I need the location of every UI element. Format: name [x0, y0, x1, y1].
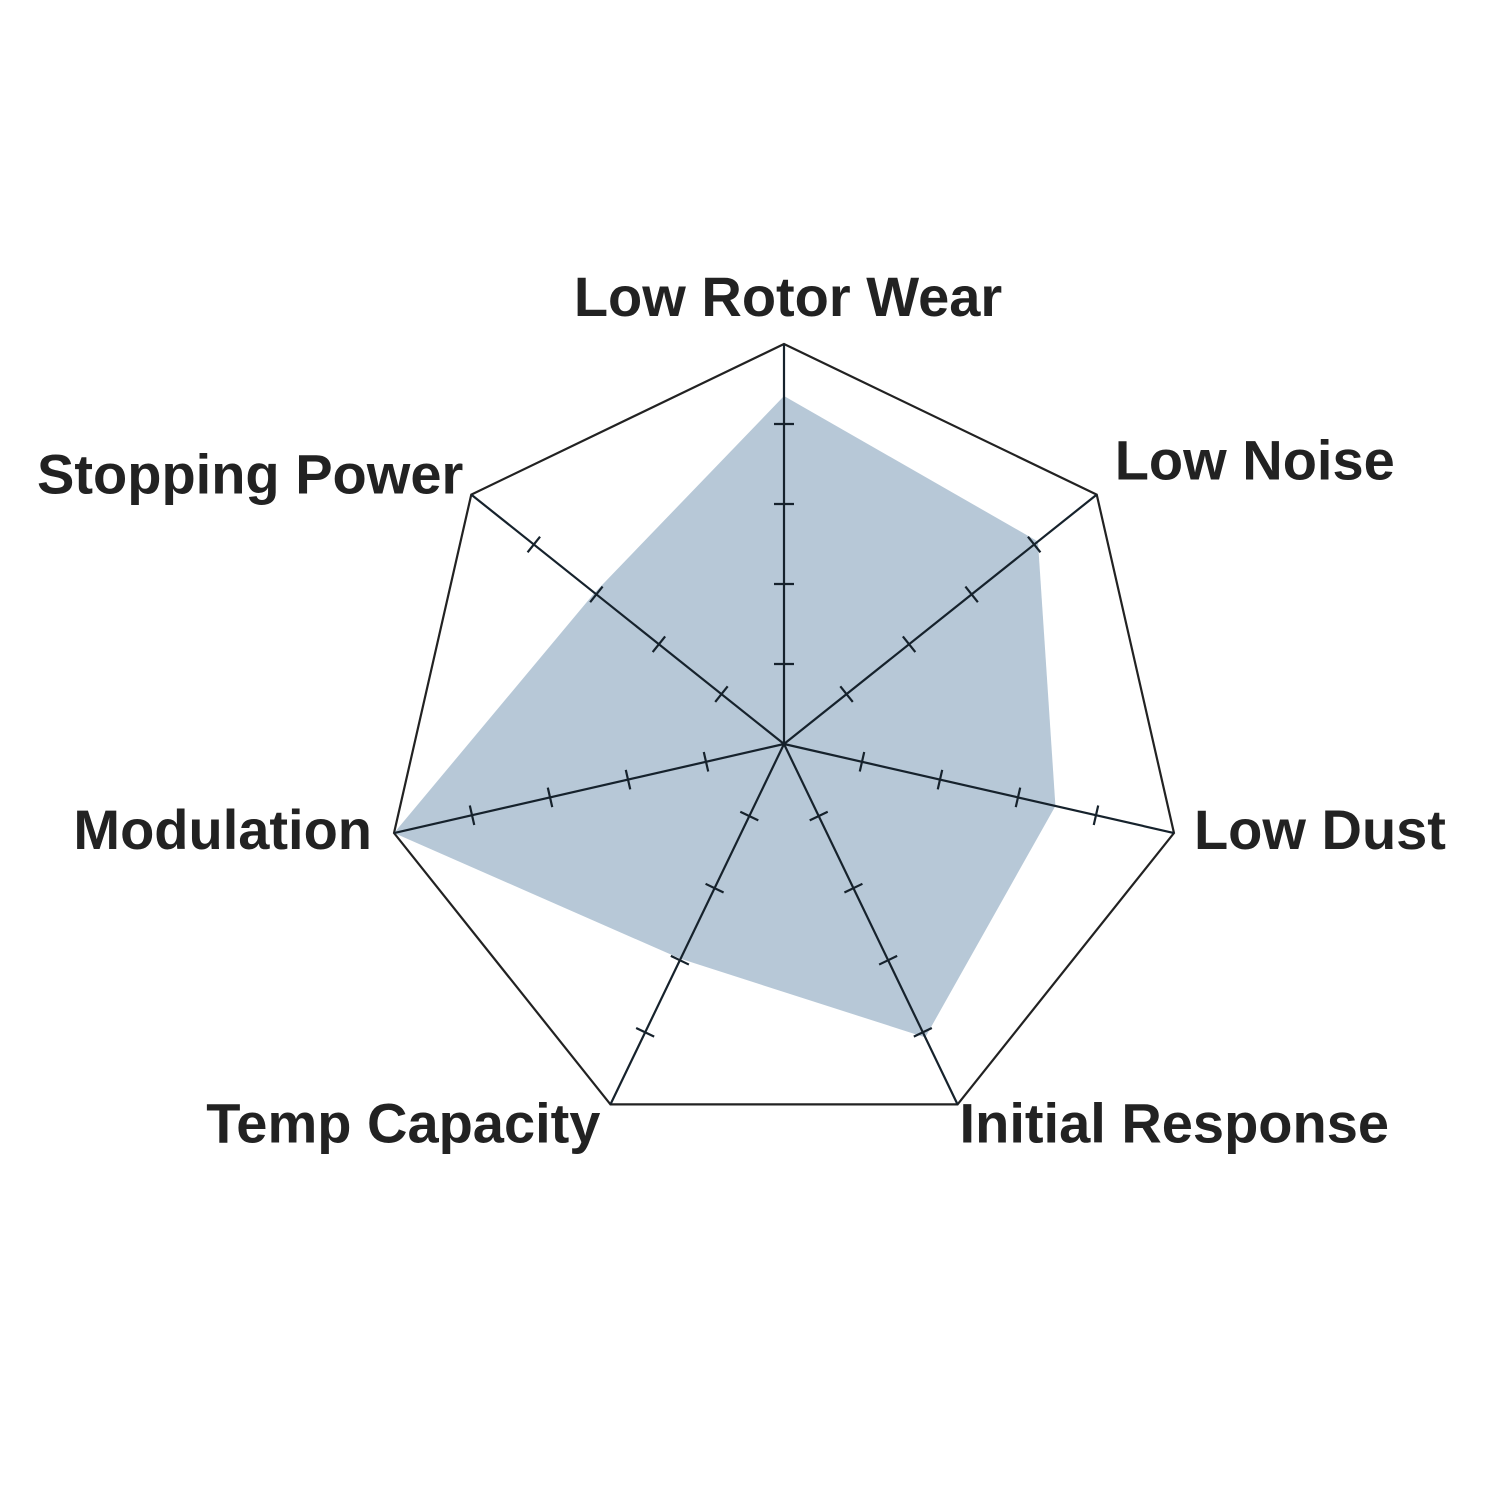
- svg-text:Low Noise: Low Noise: [1115, 429, 1395, 492]
- svg-text:Temp Capacity: Temp Capacity: [206, 1091, 600, 1154]
- svg-text:Low Dust: Low Dust: [1194, 798, 1446, 861]
- svg-text:Modulation: Modulation: [73, 798, 372, 861]
- svg-text:Initial Response: Initial Response: [960, 1091, 1389, 1154]
- svg-text:Low Rotor Wear: Low Rotor Wear: [574, 265, 1002, 328]
- svg-text:Stopping Power: Stopping Power: [37, 443, 463, 506]
